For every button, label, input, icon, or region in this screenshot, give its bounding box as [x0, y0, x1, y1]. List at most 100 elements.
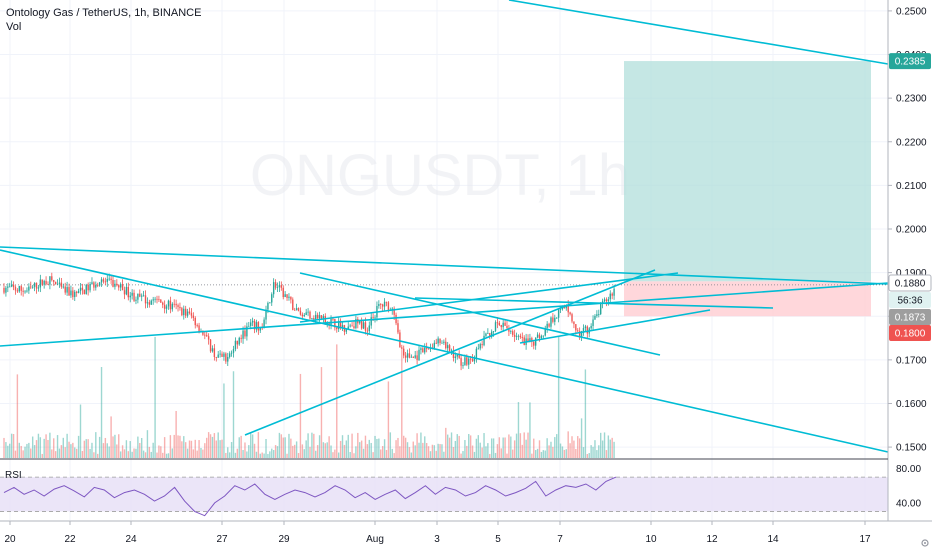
candle — [534, 337, 537, 346]
candle — [255, 322, 258, 330]
candle — [276, 287, 279, 288]
volume-bar — [527, 432, 529, 458]
volume-bar — [41, 453, 43, 458]
candle — [500, 324, 502, 328]
volume-bar — [406, 442, 409, 458]
volume-bar — [204, 443, 206, 458]
candle — [98, 282, 101, 286]
volume-bar — [401, 348, 403, 458]
volume-bar — [603, 432, 606, 458]
volume-bar — [221, 439, 223, 458]
volume-bar — [54, 451, 57, 458]
volume-bar — [219, 440, 221, 458]
time-tick-label: 3 — [434, 534, 440, 545]
volume-bar — [160, 446, 162, 458]
candle — [523, 337, 525, 345]
candle — [173, 303, 175, 305]
candle — [603, 299, 606, 302]
candle — [529, 338, 531, 342]
candle — [26, 290, 28, 292]
volume-bar — [479, 442, 481, 458]
volume-bar — [492, 438, 495, 458]
trendline — [0, 249, 889, 453]
volume-bar — [152, 442, 154, 458]
price-tick-label: 0.1500 — [896, 443, 927, 454]
candle — [54, 281, 57, 285]
volume-bar — [573, 440, 575, 458]
candle — [10, 284, 13, 287]
volume-bar — [102, 443, 105, 458]
volume-bar — [613, 441, 615, 458]
volume-bar — [584, 369, 587, 458]
candle — [3, 287, 5, 293]
volume-bar — [483, 433, 485, 458]
time-tick-label: 20 — [4, 534, 16, 545]
volume-bar — [177, 435, 179, 458]
candle — [154, 298, 156, 300]
candle — [322, 316, 325, 319]
volume-bar — [74, 447, 76, 458]
candle — [163, 304, 166, 309]
candle — [119, 284, 122, 288]
volume-bar — [87, 439, 89, 458]
volume-bar — [427, 446, 430, 458]
candle — [234, 340, 237, 350]
volume-bar — [68, 441, 70, 458]
volume-bar — [196, 450, 198, 458]
candle — [204, 334, 206, 336]
last-price-price-label — [889, 309, 931, 325]
volume-bar — [146, 430, 149, 458]
volume-bar — [95, 432, 97, 458]
volume-bar — [334, 449, 336, 458]
candle — [194, 317, 196, 326]
volume-bar — [56, 435, 59, 458]
volume-bar — [171, 448, 173, 458]
settings-gear-icon[interactable] — [920, 538, 930, 548]
candle — [184, 308, 187, 316]
volume-bar — [244, 442, 246, 458]
volume-bar — [531, 453, 533, 458]
volume-bar — [162, 452, 164, 458]
candle — [31, 286, 34, 288]
candle — [219, 353, 221, 355]
price-tick-label: 0.1700 — [896, 355, 927, 366]
volume-bar — [538, 440, 541, 458]
volume-bar — [502, 437, 504, 458]
candle — [7, 286, 9, 288]
candle — [489, 333, 491, 338]
candle — [299, 310, 302, 315]
volume-bar — [290, 438, 292, 458]
volume-bar — [353, 453, 355, 458]
time-tick-label: 14 — [767, 534, 779, 545]
volume-bar — [305, 440, 307, 458]
candle — [391, 308, 393, 310]
candle — [148, 302, 151, 305]
candle — [292, 299, 294, 310]
candle — [248, 325, 250, 327]
candle — [557, 309, 560, 318]
candle — [598, 314, 600, 315]
volume-bar — [343, 444, 346, 458]
volume-bar — [496, 444, 499, 458]
candle — [424, 347, 426, 353]
candle — [207, 336, 210, 340]
volume-bar — [469, 435, 472, 458]
volume-bar — [225, 452, 227, 458]
volume-bar — [135, 448, 137, 458]
candle — [278, 285, 281, 288]
candle — [546, 323, 548, 328]
candle — [406, 353, 409, 358]
candle — [238, 337, 240, 345]
candle — [286, 294, 288, 298]
candle — [177, 305, 179, 307]
candle — [349, 325, 351, 327]
candle — [347, 326, 349, 330]
candle — [399, 332, 401, 348]
candle — [253, 320, 256, 330]
candle — [81, 287, 84, 290]
candle — [334, 319, 336, 328]
candle — [24, 291, 26, 293]
symbol-title: Ontology Gas / TetherUS, 1h, BINANCE — [6, 7, 202, 19]
volume-bar — [544, 450, 546, 458]
